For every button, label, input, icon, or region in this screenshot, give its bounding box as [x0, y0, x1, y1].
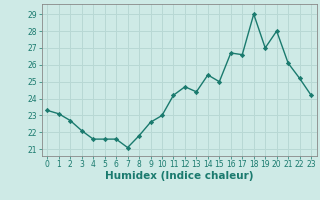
X-axis label: Humidex (Indice chaleur): Humidex (Indice chaleur): [105, 171, 253, 181]
